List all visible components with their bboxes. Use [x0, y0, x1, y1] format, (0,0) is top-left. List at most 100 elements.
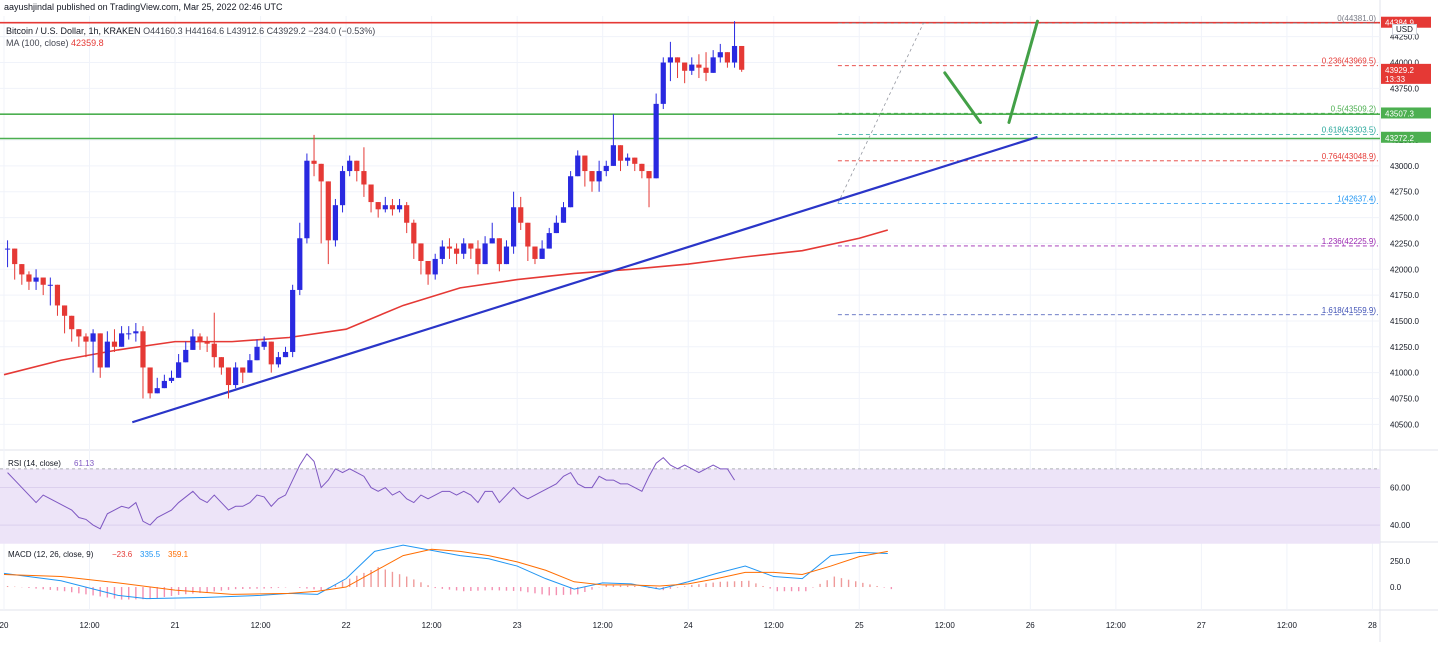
candle-body	[325, 181, 331, 241]
candle-body	[12, 248, 18, 265]
candle-body	[553, 222, 559, 234]
candle-body	[475, 248, 481, 265]
candle-body	[54, 284, 61, 306]
candle-body	[247, 360, 253, 373]
candle-body	[26, 274, 32, 282]
candle-body	[19, 264, 25, 275]
time-tick-label: 12:00	[593, 621, 614, 630]
candle-body	[625, 157, 631, 161]
candle-body	[682, 62, 688, 71]
price-tick-label: 42500.0	[1390, 214, 1419, 223]
candle-body	[354, 160, 360, 172]
fib-level-label: 1.618(41559.9)	[1322, 306, 1377, 315]
candle-body	[275, 357, 281, 365]
candle-body	[254, 346, 260, 361]
price-tick-label: 41250.0	[1390, 343, 1419, 352]
candle-body	[703, 67, 709, 73]
candle-body	[525, 222, 531, 247]
time-tick-label: 12:00	[80, 621, 101, 630]
candle-body	[418, 243, 424, 261]
candle-body	[261, 341, 267, 347]
time-tick-label: 23	[513, 621, 522, 630]
candle-body	[197, 336, 203, 342]
candle-body	[225, 367, 232, 386]
support-trend-line	[131, 135, 1038, 424]
price-badge-label: 43929.2	[1385, 66, 1414, 75]
macd-value: 335.5	[140, 550, 161, 559]
candle-body	[47, 284, 53, 286]
candle-body	[311, 160, 317, 164]
candle-body	[382, 205, 388, 210]
candle-body	[154, 388, 160, 394]
fib-level-label: 0(44381.0)	[1337, 14, 1376, 23]
time-tick-label: 22	[342, 621, 351, 630]
macd-value: −23.6	[112, 550, 133, 559]
candle-body	[76, 329, 82, 337]
candle-body	[304, 160, 310, 239]
candle-body	[97, 333, 103, 368]
fib-level-label: 0.236(43969.5)	[1322, 57, 1377, 66]
candle-body	[190, 336, 196, 350]
fib-level-label: 0.5(43509.2)	[1331, 104, 1377, 113]
rsi-value: 61.13	[74, 459, 95, 468]
candle-body	[646, 171, 652, 179]
candle-body	[439, 246, 445, 259]
candle-body	[347, 160, 353, 172]
candle-body	[111, 341, 118, 347]
candle-body	[482, 243, 488, 265]
publisher-line: aayushjindal published on TradingView.co…	[4, 2, 283, 12]
ma-label: MA (100, close)	[6, 38, 69, 48]
candle-body	[468, 243, 474, 249]
price-badge-label: 43272.2	[1385, 134, 1414, 143]
candle-body	[710, 57, 716, 73]
candle-body	[596, 171, 602, 182]
candle-body	[489, 238, 495, 244]
candle-body	[339, 171, 346, 206]
candle-body	[404, 205, 410, 223]
macd-label: MACD (12, 26, close, 9)	[8, 550, 94, 559]
time-tick-label: 12:00	[1106, 621, 1127, 630]
fib-level-label: 1(42637.4)	[1337, 194, 1376, 203]
symbol-name[interactable]: Bitcoin / U.S. Dollar, 1h, KRAKEN	[6, 26, 141, 36]
candle-body	[33, 277, 39, 282]
price-badge-label: 44384.9	[1385, 19, 1414, 28]
time-tick-label: 25	[855, 621, 864, 630]
candle-body	[461, 243, 467, 254]
candle-body	[61, 305, 68, 316]
price-tick-label: 43000.0	[1390, 162, 1419, 171]
projection-arrow-segment	[1007, 19, 1039, 124]
candle-body	[126, 333, 132, 335]
candle-body	[432, 258, 438, 275]
time-tick-label: 24	[684, 621, 693, 630]
candle-body	[653, 103, 659, 179]
currency-button[interactable]: USD	[1392, 24, 1417, 35]
time-tick-label: 26	[1026, 621, 1035, 630]
time-tick-label: 12:00	[251, 621, 272, 630]
rsi-line	[7, 453, 735, 530]
candle-body	[297, 238, 303, 290]
candle-body	[660, 62, 666, 104]
price-tick-label: 41500.0	[1390, 317, 1419, 326]
price-badge	[1381, 63, 1431, 84]
price-badge	[1381, 107, 1431, 119]
price-tick-label: 40750.0	[1390, 394, 1419, 403]
price-tick-label: 41750.0	[1390, 291, 1419, 300]
time-tick-label: 27	[1197, 621, 1206, 630]
candle-body	[575, 155, 581, 177]
time-tick-label: 21	[171, 621, 180, 630]
price-tick-label: 40500.0	[1390, 420, 1419, 429]
candle-body	[282, 351, 289, 358]
candle-body	[4, 248, 11, 250]
time-tick-label: 12:00	[764, 621, 785, 630]
time-tick-label: 12:00	[935, 621, 956, 630]
fib-level-label: 0.764(43048.9)	[1322, 152, 1377, 161]
ma100-line	[3, 229, 889, 376]
ma-legend[interactable]: MA (100, close) 42359.8	[6, 38, 104, 48]
candle-body	[218, 357, 224, 368]
candle-body	[211, 343, 217, 358]
candle-body	[731, 45, 738, 63]
candle-body	[90, 333, 96, 342]
macd-tick-label: 250.0	[1390, 557, 1411, 566]
